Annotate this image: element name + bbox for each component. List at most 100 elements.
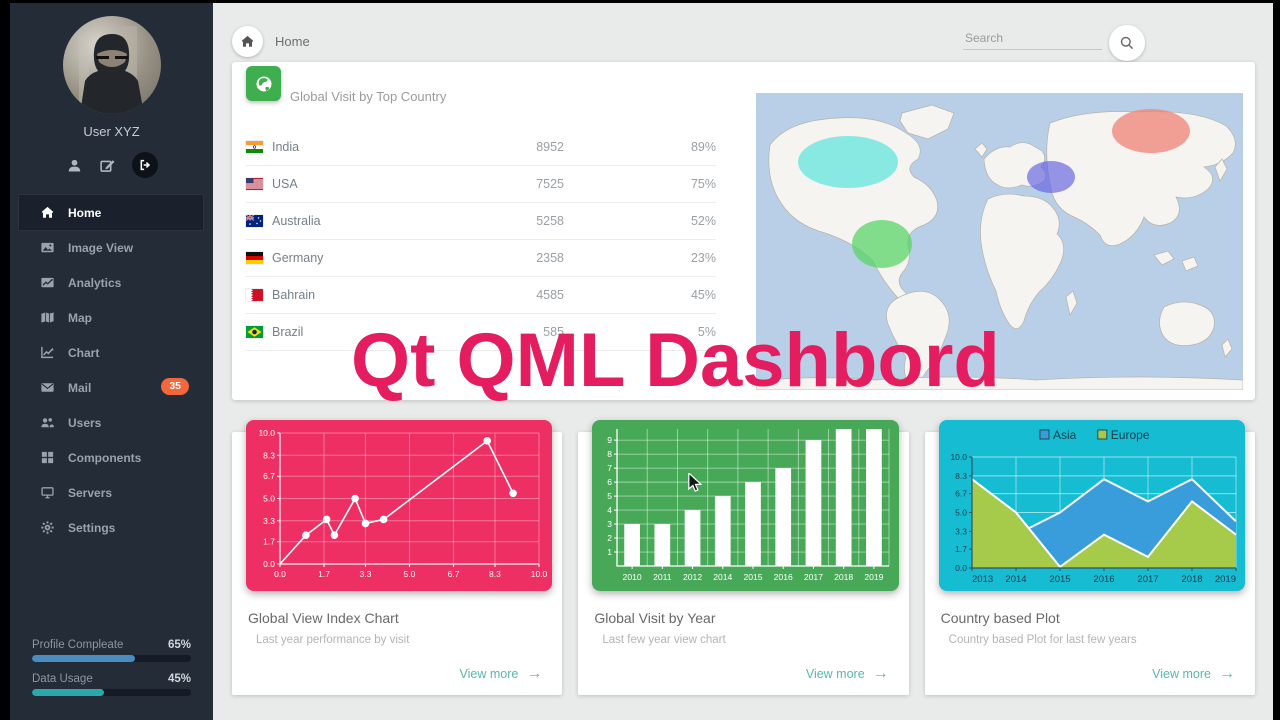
sidebar-item-label: Components [68,450,142,465]
logout-icon[interactable] [131,152,158,178]
north-america-highlight [798,136,898,188]
sidebar-item-components[interactable]: Components [19,440,203,475]
country-visits: 8952 [536,140,564,154]
home-icon [241,35,254,47]
svg-text:1: 1 [608,547,613,557]
sidebar-item-map[interactable]: Map [19,300,203,335]
image-icon [40,240,55,255]
country-table: India 8952 89% USA 7525 75% Australia 52… [245,129,716,351]
country-name: Germany [272,251,324,265]
flag-usa-icon [246,178,263,190]
svg-text:8.3: 8.3 [263,450,275,460]
country-percent: 89% [690,140,716,154]
country-percent: 23% [690,251,716,265]
svg-text:5.0: 5.0 [263,494,275,504]
card-title: Global Visit by Top Country [290,89,447,104]
svg-text:5.0: 5.0 [404,569,416,579]
country-row-india: India 8952 89% [246,129,716,166]
globe-icon [256,76,271,91]
view-more-link[interactable]: View more → [1152,665,1235,682]
flag-bahrain-icon [246,289,263,301]
country-row-usa: USA 7525 75% [246,166,716,203]
sidebar-item-image-view[interactable]: Image View [19,230,203,265]
svg-text:8: 8 [608,449,613,459]
svg-text:3.3: 3.3 [955,526,967,536]
progress-value: 45% [167,673,191,685]
svg-text:6: 6 [608,477,613,487]
svg-text:0.0: 0.0 [274,569,286,579]
bottom-cards: 0.0 1.7 3.3 5.0 6.7 8.3 10.0 0.0 1.7 3.3 5.0 6.7 8.3… [232,420,1255,695]
svg-text:2016: 2016 [774,572,793,582]
country-visits: 4585 [536,288,564,302]
view-more-link[interactable]: View more → [805,665,889,682]
breadcrumb: Home [275,34,310,49]
sidebar-item-label: Chart [68,345,100,360]
users-icon [40,415,55,430]
person-icon[interactable] [66,157,83,174]
progress-data-usage: Data Usage 45% [32,673,191,696]
sidebar-item-users[interactable]: Users [19,405,203,440]
svg-text:2017: 2017 [804,572,823,582]
card-subtitle: Last year performance by visit [256,634,410,646]
svg-text:1.7: 1.7 [955,544,967,554]
country-row-brazil: Brazil 585 5% [246,314,716,351]
svg-text:5.0: 5.0 [955,508,967,518]
flag-germany-icon [246,252,263,264]
arrow-right-icon: → [1218,665,1235,682]
user-name: User XYZ [83,124,140,139]
sidebar-item-label: Servers [68,485,113,500]
avatar[interactable] [62,16,161,114]
svg-text:2017: 2017 [1137,574,1158,585]
search-button[interactable] [1109,25,1145,61]
svg-text:1.7: 1.7 [263,537,275,547]
sidebar-item-label: Home [68,205,102,220]
progress-value: 65% [167,639,191,651]
search-input[interactable] [963,27,1102,50]
sidebar-item-mail[interactable]: Mail 35 [19,370,203,405]
country-row-australia: Australia 5258 52% [245,203,716,240]
sidebar-item-label: Settings [68,520,116,535]
svg-text:2014: 2014 [1005,574,1026,585]
area-chart-panel: Asia Europe 0.0 1.7 3.3 5.0 6.7 8.3 10.0 2013 2014… [938,420,1245,591]
svg-text:3.3: 3.3 [360,569,372,579]
svg-text:2016: 2016 [1093,574,1114,585]
card-subtitle: Country based Plot for last few years [948,634,1137,646]
view-more-link[interactable]: View more → [459,665,543,682]
sidebar-stats: Profile Compleate 65% Data Usage 45% [32,639,191,707]
north-africa-highlight [1027,161,1075,193]
main-area: Home Global Visit by Top Country India 8… [213,3,1273,720]
line-chart-panel: 0.0 1.7 3.3 5.0 6.7 8.3 10.0 0.0 1.7 3.3 5.0 6.7 8.3… [246,420,553,591]
country-percent: 5% [697,325,716,339]
sidebar-item-home[interactable]: Home [18,194,204,231]
sidebar-item-chart[interactable]: Chart [19,335,203,370]
sidebar-item-analytics[interactable]: Analytics [19,265,203,300]
svg-text:2019: 2019 [1215,574,1236,585]
progress-fill [32,655,136,662]
progress-label: Profile Compleate [32,639,124,651]
country-visits: 585 [543,325,564,339]
breadcrumb-home-button[interactable] [232,26,263,57]
arrow-right-icon: → [872,665,889,682]
sidebar-item-label: Map [68,310,92,325]
svg-text:6.7: 6.7 [448,569,460,579]
analytics-icon [40,275,55,290]
search-icon [1120,36,1134,50]
country-name: Brazil [272,325,304,339]
progress-track [32,689,191,696]
country-percent: 52% [690,214,716,228]
edit-icon[interactable] [99,157,116,174]
sidebar-item-settings[interactable]: Settings [19,510,203,545]
country-percent: 45% [690,288,716,302]
svg-text:10.0: 10.0 [950,452,967,462]
svg-text:2012: 2012 [683,572,702,582]
mouse-cursor-icon [687,471,704,498]
svg-text:Asia: Asia [1053,428,1077,442]
sidebar-item-servers[interactable]: Servers [19,475,203,510]
country-row-germany: Germany 2358 23% [246,240,716,277]
progress-track [32,655,191,662]
sidebar-item-label: Analytics [68,275,122,290]
flag-australia-icon [245,214,263,227]
svg-text:3: 3 [608,519,613,529]
svg-text:3.3: 3.3 [263,516,275,526]
card-title: Global Visit by Year [594,610,716,626]
